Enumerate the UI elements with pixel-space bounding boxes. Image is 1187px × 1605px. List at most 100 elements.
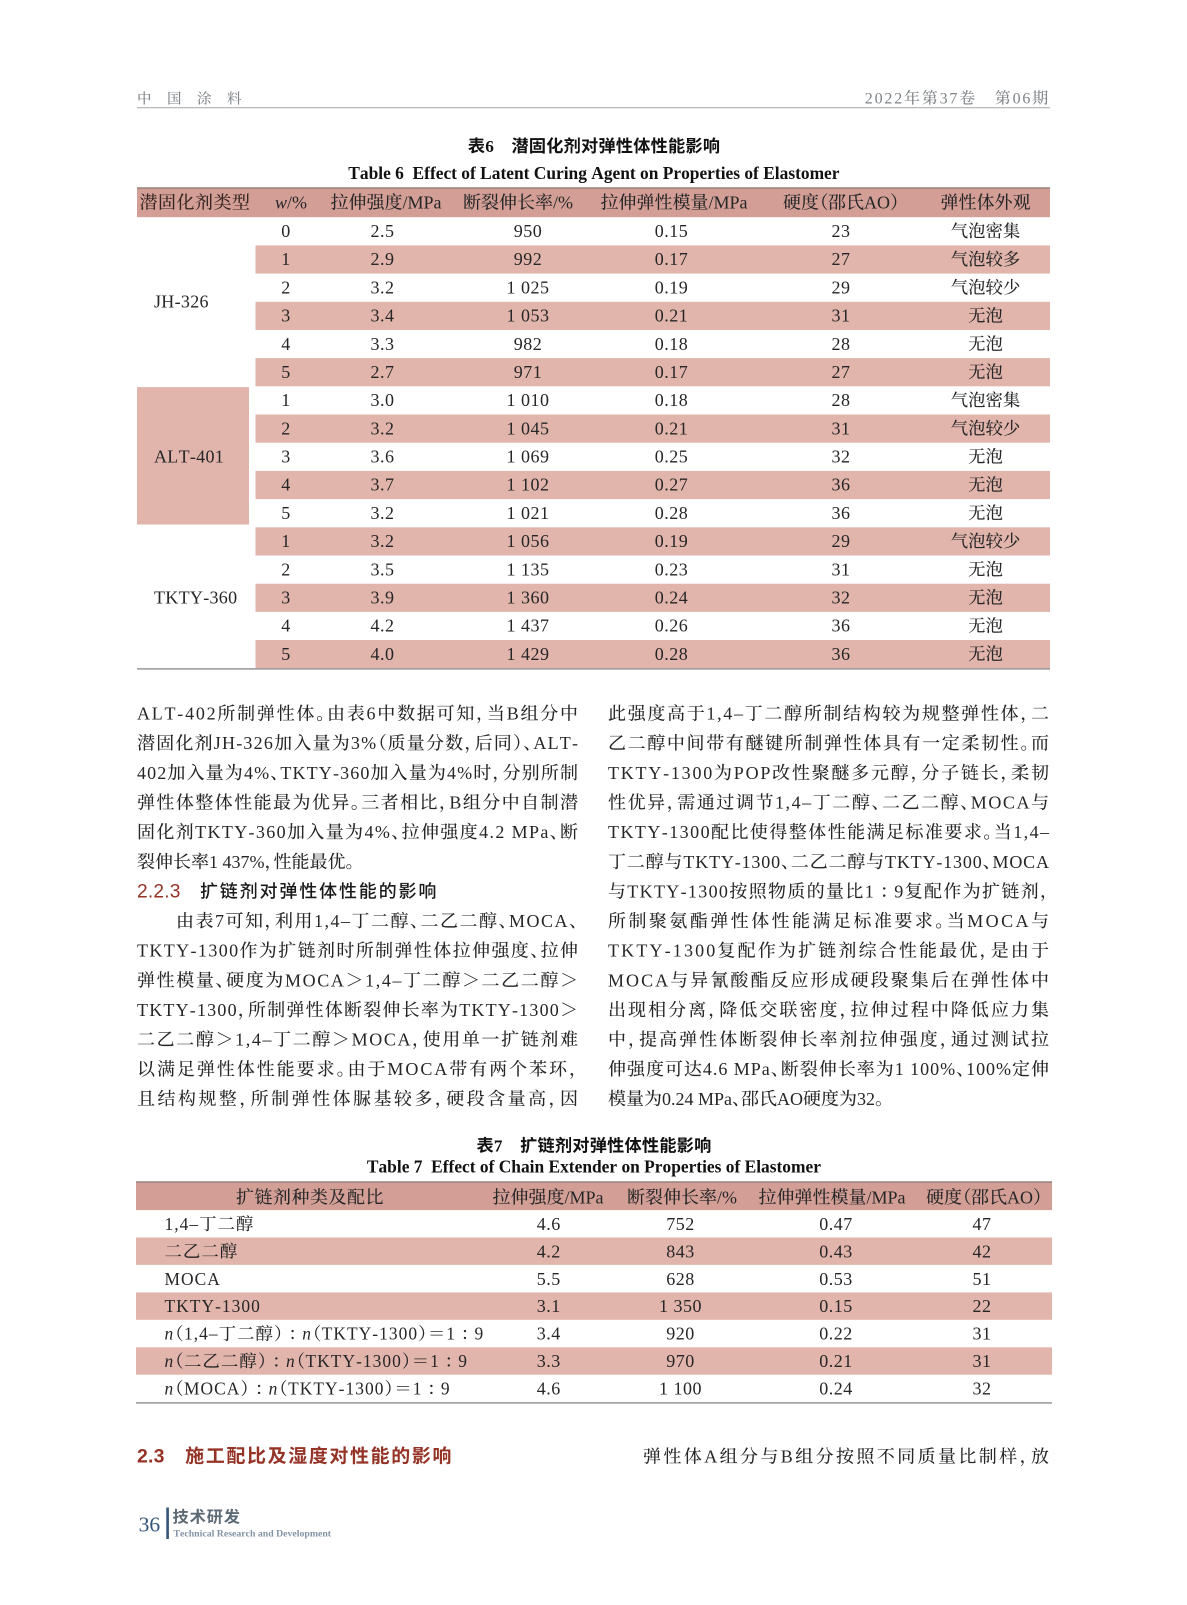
svg-text:2: 2	[281, 559, 291, 579]
svg-text:/MPa: /MPa	[709, 193, 748, 213]
svg-text:1 045: 1 045	[507, 418, 550, 438]
svg-text:Table 7 Effect of Chain Extend: Table 7 Effect of Chain Extender on Prop…	[367, 1157, 821, 1177]
svg-text:1,4–: 1,4–	[314, 911, 352, 931]
svg-text:2.3: 2.3	[137, 1446, 165, 1468]
svg-text:TKTY-1300: TKTY-1300	[885, 852, 983, 872]
svg-text:0.17: 0.17	[655, 249, 689, 269]
svg-text:3: 3	[281, 306, 291, 326]
svg-text:0.18: 0.18	[655, 334, 689, 354]
svg-text:0.19: 0.19	[655, 531, 689, 551]
svg-text:4.2 MPa: 4.2 MPa	[479, 822, 550, 842]
svg-text:992: 992	[514, 249, 543, 269]
svg-text:1 100%: 1 100%	[895, 1059, 956, 1079]
svg-text:0.22: 0.22	[819, 1324, 853, 1344]
svg-text:1: 1	[865, 881, 875, 901]
svg-text:0.25: 0.25	[655, 447, 689, 467]
svg-text:MOCA: MOCA	[387, 1059, 449, 1079]
svg-text:2.7: 2.7	[371, 362, 395, 382]
svg-text:ALT-: ALT-	[533, 733, 579, 753]
svg-text:971: 971	[514, 362, 543, 382]
svg-text:Table 6 Effect of Latent Curin: Table 6 Effect of Latent Curing Agent on…	[348, 163, 839, 183]
svg-text:1 100: 1 100	[659, 1379, 702, 1399]
svg-text:100%: 100%	[966, 1059, 1012, 1079]
svg-text:AO: AO	[864, 193, 890, 213]
svg-text:1,4–: 1,4–	[706, 704, 744, 724]
svg-text:1,4–: 1,4–	[1013, 822, 1050, 842]
svg-text:TKTY-1300: TKTY-1300	[306, 1351, 402, 1371]
svg-text:5.5: 5.5	[537, 1269, 561, 1289]
svg-text:2.2.3: 2.2.3	[137, 881, 181, 902]
svg-text:1: 1	[446, 1324, 456, 1344]
svg-text:4%: 4%	[365, 822, 392, 842]
svg-text:0.15: 0.15	[819, 1296, 853, 1316]
svg-text:32: 32	[832, 588, 851, 608]
svg-text:/MPa: /MPa	[867, 1187, 906, 1207]
svg-text:0.27: 0.27	[655, 475, 689, 495]
svg-text:1,4–: 1,4–	[365, 970, 403, 990]
svg-text:23: 23	[832, 221, 851, 241]
svg-text:0.47: 0.47	[819, 1214, 853, 1234]
svg-text:3.9: 3.9	[371, 588, 395, 608]
svg-text:TKTY-1300: TKTY-1300	[137, 941, 240, 961]
svg-text:28: 28	[832, 334, 851, 354]
svg-text:36: 36	[139, 1513, 161, 1537]
svg-text:TKTY-360: TKTY-360	[154, 587, 237, 607]
svg-text:3.4: 3.4	[371, 306, 395, 326]
svg-text:402: 402	[137, 763, 167, 783]
svg-text:2: 2	[281, 418, 291, 438]
svg-text:0.18: 0.18	[655, 390, 689, 410]
svg-text:0.53: 0.53	[819, 1269, 853, 1289]
svg-text:4.6: 4.6	[537, 1214, 561, 1234]
svg-text:MOCA: MOCA	[184, 1379, 240, 1399]
svg-text:/%: /%	[717, 1187, 737, 1207]
svg-text:27: 27	[832, 362, 851, 382]
svg-text:MOCA: MOCA	[967, 911, 1031, 931]
svg-text:3.2: 3.2	[371, 531, 395, 551]
svg-text:0.17: 0.17	[655, 362, 689, 382]
svg-text:970: 970	[666, 1351, 695, 1371]
svg-text:n: n	[165, 1379, 175, 1399]
svg-text:3.6: 3.6	[371, 447, 395, 467]
svg-text:MOCA: MOCA	[608, 970, 670, 990]
svg-text:32: 32	[973, 1379, 992, 1399]
svg-text:1: 1	[430, 1351, 440, 1371]
svg-text:36: 36	[832, 644, 851, 664]
svg-text:42: 42	[973, 1241, 992, 1261]
svg-text:1: 1	[281, 390, 291, 410]
svg-text:3%: 3%	[351, 733, 377, 753]
svg-text:/MPa: /MPa	[565, 1187, 604, 1207]
svg-text:5: 5	[281, 362, 291, 382]
svg-text:7: 7	[215, 911, 226, 931]
svg-text:3.2: 3.2	[371, 503, 395, 523]
svg-text:2.9: 2.9	[371, 249, 395, 269]
svg-text:TKTY-1300: TKTY-1300	[459, 1000, 560, 1020]
svg-text:3.4: 3.4	[537, 1324, 561, 1344]
svg-text:MOCA: MOCA	[509, 911, 569, 931]
svg-text:n: n	[286, 1351, 296, 1371]
svg-text:1 350: 1 350	[659, 1296, 702, 1316]
svg-text:3: 3	[281, 588, 291, 608]
svg-text:1 053: 1 053	[507, 306, 550, 326]
svg-text:TKTY-360: TKTY-360	[195, 822, 287, 842]
svg-text:1 437%: 1 437%	[209, 852, 265, 872]
svg-text:920: 920	[666, 1324, 695, 1344]
svg-text:3.5: 3.5	[371, 559, 395, 579]
svg-text:1 021: 1 021	[507, 503, 550, 523]
svg-text:3.7: 3.7	[371, 475, 395, 495]
svg-text:0.19: 0.19	[655, 277, 689, 297]
svg-text:1,4–: 1,4–	[235, 1030, 273, 1050]
svg-text:5: 5	[281, 503, 291, 523]
svg-text:1 102: 1 102	[507, 475, 550, 495]
svg-text:POP: POP	[734, 763, 772, 783]
svg-text:950: 950	[514, 221, 543, 241]
svg-text:1 360: 1 360	[507, 588, 550, 608]
svg-text:4.6 MPa: 4.6 MPa	[703, 1059, 771, 1079]
svg-text:5: 5	[281, 644, 291, 664]
svg-text:B: B	[507, 704, 521, 724]
svg-text:4%: 4%	[244, 763, 270, 783]
svg-text:n: n	[269, 1379, 279, 1399]
svg-text:3.3: 3.3	[537, 1351, 561, 1371]
svg-text:31: 31	[973, 1351, 992, 1371]
svg-text:n: n	[302, 1324, 312, 1344]
svg-text:1: 1	[281, 531, 291, 551]
